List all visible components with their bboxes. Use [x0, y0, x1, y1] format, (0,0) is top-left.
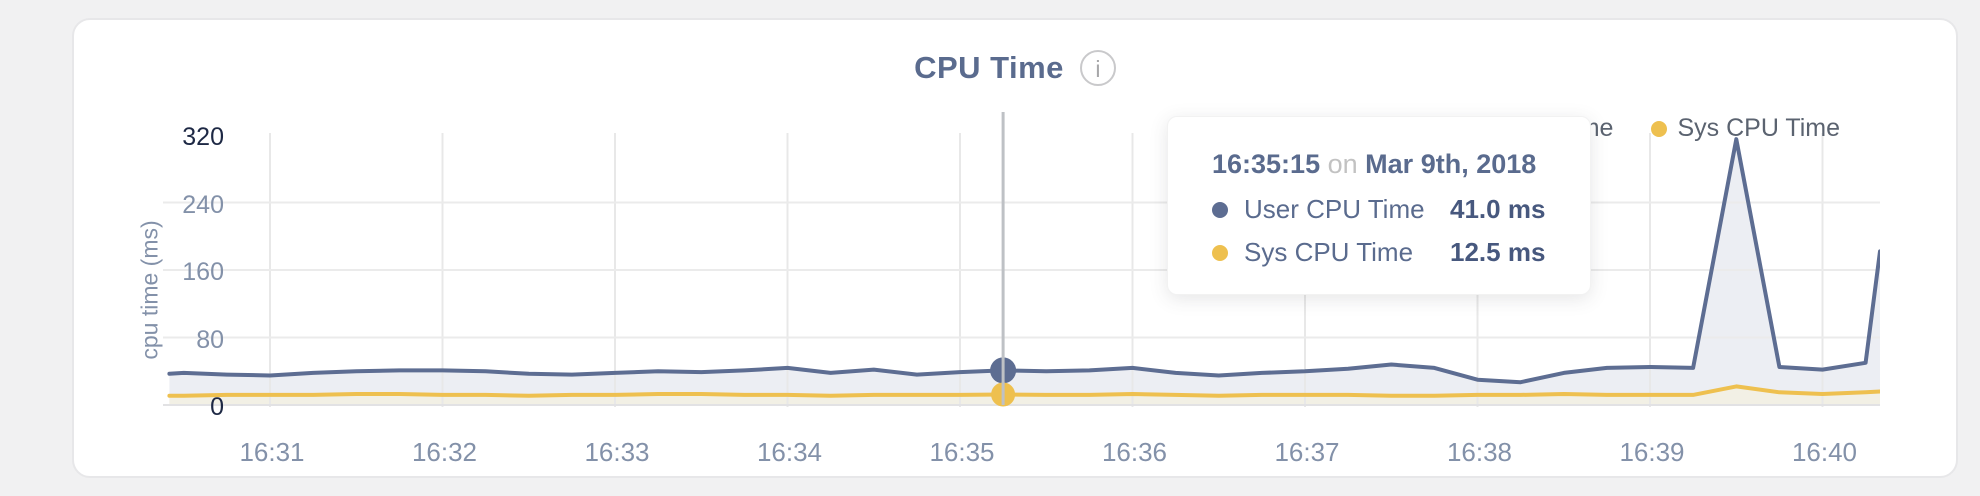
gridlines — [163, 133, 1880, 407]
y-tick-label: 160 — [182, 258, 224, 286]
tooltip-title: 16:35:15 on Mar 9th, 2018 — [1212, 149, 1560, 180]
tooltip: 16:35:15 on Mar 9th, 2018 User CPU Time 4… — [1167, 116, 1591, 295]
x-tick-label: 16:33 — [584, 437, 650, 467]
tooltip-rows: User CPU Time 41.0 ms Sys CPU Time 12.5 ms — [1212, 194, 1560, 268]
tooltip-series-value: 12.5 ms — [1450, 237, 1546, 267]
x-tick-label: 16:39 — [1619, 437, 1685, 467]
legend-dot-sys-cpu-time — [1651, 120, 1668, 137]
x-tick-label: 16:31 — [239, 437, 305, 467]
info-icon[interactable]: i — [1079, 50, 1116, 86]
hover-marker — [990, 112, 1017, 407]
series-areas — [169, 139, 1880, 405]
tooltip-series-label: User CPU Time — [1244, 194, 1425, 224]
tooltip-series-dot — [1212, 244, 1228, 261]
chart-title: CPU Time — [914, 50, 1064, 85]
tooltip-row: User CPU Time 41.0 ms — [1212, 194, 1560, 225]
tooltip-row: Sys CPU Time 12.5 ms — [1212, 237, 1560, 268]
tooltip-series-value: 41.0 ms — [1450, 194, 1546, 224]
y-tick-label: 320 — [182, 123, 224, 151]
tooltip-time: 16:35:15 — [1212, 149, 1321, 179]
x-tick-label: 16:38 — [1446, 437, 1513, 467]
y-tick-label: 80 — [196, 325, 224, 354]
y-tick-label: 0 — [210, 393, 224, 421]
user-cpu-time-line — [167, 137, 1880, 385]
sys-cpu-time-line — [167, 384, 1880, 398]
x-tick-label: 16:40 — [1791, 437, 1858, 467]
x-tick-label: 16:36 — [1101, 437, 1168, 467]
x-tick-label: 16:32 — [411, 437, 478, 467]
tooltip-series-dot — [1212, 201, 1228, 218]
legend-item-sys-cpu-time[interactable]: Sys CPU Time — [1651, 114, 1840, 143]
user-cpu-time-area — [169, 139, 1880, 405]
series-lines — [167, 137, 1880, 398]
legend-label: Sys CPU Time — [1677, 114, 1840, 142]
tooltip-series-label: Sys CPU Time — [1244, 237, 1414, 267]
y-tick-label: 240 — [182, 190, 224, 219]
tooltip-connector: on — [1327, 149, 1358, 179]
tooltip-date: Mar 9th, 2018 — [1365, 149, 1537, 179]
x-tick-label: 16:34 — [756, 437, 823, 467]
x-tick-label: 16:35 — [929, 437, 995, 467]
chart-title-row: CPU Time i — [74, 50, 1956, 86]
x-tick-label: 16:37 — [1274, 437, 1340, 467]
